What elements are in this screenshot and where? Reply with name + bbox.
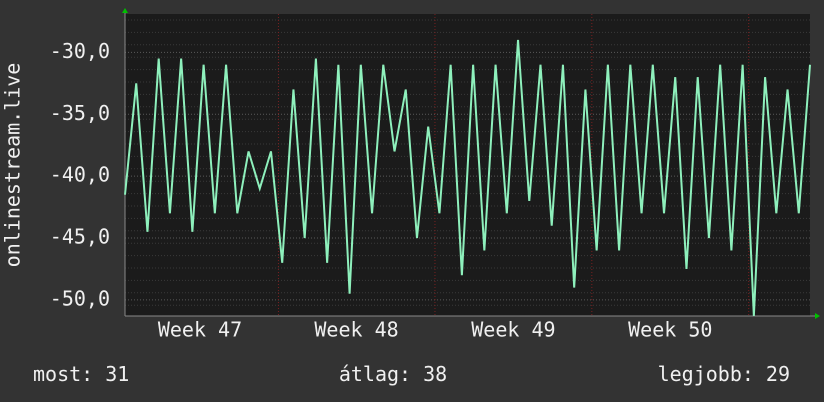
y-tick-label: -30,0 [50, 39, 110, 63]
y-tick-label: -35,0 [50, 101, 110, 125]
stat: átlag: 38 [339, 362, 447, 386]
stat-value: 31 [105, 362, 129, 386]
y-tick-label: -45,0 [50, 225, 110, 249]
stat: legjobb: 29 [658, 362, 790, 386]
x-arrow [815, 313, 820, 319]
series-line [124, 39, 811, 317]
x-tick-label: Week 50 [628, 318, 712, 342]
y-arrow [122, 8, 128, 13]
y-axis-label: onlinestream.live [1, 63, 25, 268]
x-tick-label: Week 49 [471, 318, 555, 342]
stat-label: legjobb: [658, 362, 754, 386]
x-tick-label: Week 48 [314, 318, 398, 342]
x-tick-label: Week 47 [158, 318, 242, 342]
y-tick-label: -50,0 [50, 286, 110, 310]
y-tick-label: -40,0 [50, 163, 110, 187]
stat-value: 29 [766, 362, 790, 386]
stat: most: 31 [33, 362, 129, 386]
stat-label: átlag: [339, 362, 411, 386]
stat-label: most: [33, 362, 93, 386]
stat-value: 38 [423, 362, 447, 386]
